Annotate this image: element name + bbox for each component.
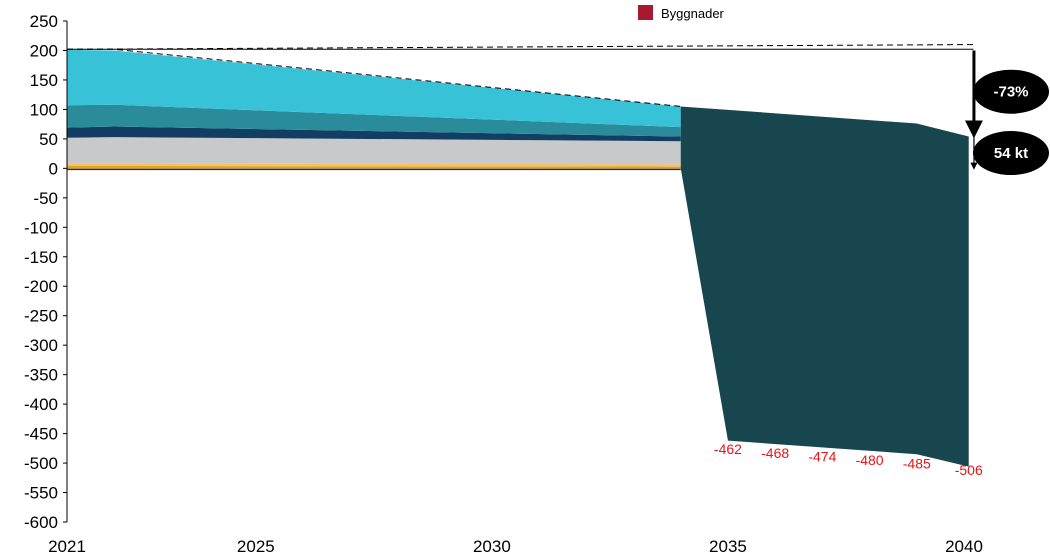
y-tick-label: 0: [49, 159, 58, 178]
y-tick-label: -100: [24, 218, 58, 237]
stacked-area-0: [67, 165, 681, 169]
large-series-layer: [680, 106, 969, 467]
y-tick-label: -600: [24, 513, 58, 532]
y-tick-label: 50: [39, 130, 58, 149]
x-tick-label: 2030: [473, 537, 511, 554]
y-tick-label: -150: [24, 248, 58, 267]
reduction-bubble-label: -73%: [993, 84, 1028, 101]
data-label: -474: [808, 448, 836, 464]
data-label: -506: [955, 462, 983, 478]
y-tick-label: 250: [30, 12, 58, 31]
stacked-area-5: [67, 49, 681, 128]
stacked-area-3: [67, 126, 681, 142]
y-tick-label: 150: [30, 71, 58, 90]
stacked-area-layers: [67, 49, 681, 171]
remaining-bubble: [973, 131, 1049, 176]
stacked-area-4: [67, 104, 681, 137]
stacked-area-2: [67, 137, 681, 165]
x-tick-label: 2021: [48, 537, 86, 554]
x-tick-label: 2035: [709, 537, 747, 554]
axes: 250 200 150 100 50 0 -50 -100 -150 -200 -250 -300 -3…: [24, 12, 983, 554]
legend-label-byggnader: Byggnader: [661, 6, 725, 21]
data-label: -468: [761, 445, 789, 461]
y-tick-label: -500: [24, 454, 58, 473]
stacked-area-1: [67, 163, 681, 167]
target-dashed-line: [66, 44, 974, 50]
large-series-area: [680, 106, 969, 467]
remaining-bubble-label: 54 kt: [994, 145, 1028, 162]
reference-lines: [66, 44, 974, 107]
annotations: -73% 54 kt: [964, 50, 1049, 176]
y-tick-label: -50: [33, 189, 58, 208]
y-tick-label: -450: [24, 425, 58, 444]
x-tick-label: 2025: [237, 537, 275, 554]
legend: Byggnader: [638, 5, 725, 21]
x-tick-label: 2040: [945, 537, 983, 554]
y-tick-label: -400: [24, 395, 58, 414]
y-tick-label: 100: [30, 100, 58, 119]
y-tick-label: -250: [24, 307, 58, 326]
data-labels: -462 -468 -474 -480 -485 -506: [714, 441, 983, 478]
y-tick-label: -200: [24, 277, 58, 296]
y-tick-label: -350: [24, 366, 58, 385]
data-label: -480: [856, 452, 884, 468]
data-label: -485: [903, 455, 931, 471]
y-tick-label: 200: [30, 41, 58, 60]
reduction-bubble: [973, 69, 1049, 114]
legend-swatch-byggnader: [638, 5, 653, 20]
data-label: -462: [714, 441, 742, 457]
y-tick-label: -300: [24, 336, 58, 355]
y-tick-label: -550: [24, 484, 58, 503]
